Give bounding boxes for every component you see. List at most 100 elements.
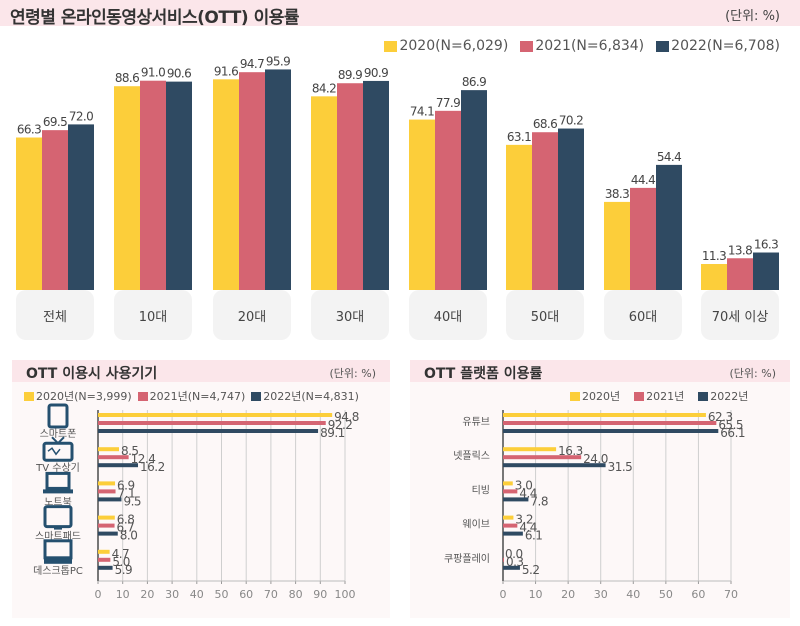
category-tab [701, 290, 779, 340]
legend-label-2020: 2020(N=6,029) [399, 38, 509, 54]
data-label: 3.0 [515, 478, 533, 492]
platform-legend-swatch-2021 [634, 391, 645, 401]
platform-panel-title: OTT 플랫폼 이용률 [424, 366, 543, 382]
data-label: 31.5 [608, 460, 633, 474]
data-label: 63.1 [507, 130, 531, 144]
legend-item-2020: 2020(N=6,029) [384, 38, 508, 54]
bar-2020 [213, 79, 239, 290]
x-tick-label: 40 [190, 588, 204, 601]
data-label: 89.1 [320, 426, 345, 440]
x-tick-label: 30 [165, 588, 179, 601]
device-legend-item-2021: 2021년(N=4,747) [137, 388, 245, 404]
data-label: 91.6 [214, 64, 238, 78]
bar-2022 [265, 69, 291, 291]
platform-legend-swatch-2022 [698, 391, 709, 401]
hbar [98, 531, 118, 536]
bar-2020 [604, 201, 630, 290]
hbar [503, 523, 518, 528]
x-tick-label: 50 [659, 588, 673, 601]
data-label: 6.8 [117, 513, 135, 527]
legend-label-2022: 2022(N=6,708) [671, 38, 780, 54]
platform-legend-label-2022: 2022년 [710, 390, 749, 403]
bar-2021 [435, 110, 461, 290]
data-label: 94.8 [334, 410, 359, 424]
hbar [503, 463, 606, 468]
data-label: 3.2 [515, 513, 533, 527]
platform-label: 티빙 [472, 484, 490, 496]
data-label: 65.5 [718, 418, 743, 432]
category-label: 70세 이상 [712, 310, 769, 325]
bar-2021 [337, 83, 363, 290]
data-label: 4.4 [519, 521, 537, 535]
data-label: 5.9 [115, 563, 133, 577]
category-label: 30대 [336, 310, 365, 325]
tablet-icon [43, 505, 73, 530]
category-tab [506, 290, 584, 340]
hbar [503, 497, 529, 502]
x-tick-label: 10 [116, 588, 130, 601]
x-tick-label: 20 [561, 588, 575, 601]
data-label: 77.9 [436, 96, 460, 110]
x-tick-label: 90 [313, 588, 327, 601]
x-tick-label: 100 [335, 588, 356, 601]
platform-label: 웨이브 [462, 519, 490, 531]
data-label: 38.3 [605, 187, 629, 201]
x-tick-label: 0 [95, 588, 102, 601]
device-label: 데스크톱PC [33, 565, 83, 577]
bar-2021 [140, 80, 166, 290]
device-legend-swatch-2020 [24, 391, 34, 401]
bar-2020 [114, 86, 140, 290]
platform-legend: 2020년 2021년 2022년 [570, 388, 748, 404]
laptop-base [43, 489, 73, 494]
main-chart-title: 연령별 온라인동영상서비스(OTT) 이용률 [10, 8, 300, 28]
x-tick-label: 50 [215, 588, 229, 601]
hbar [98, 565, 113, 570]
data-label: 90.9 [364, 66, 388, 80]
x-tick-label: 80 [289, 588, 303, 601]
bar-2021 [630, 187, 656, 290]
hbar [98, 497, 122, 502]
data-label: 66.1 [720, 426, 745, 440]
laptop-screen [45, 471, 71, 490]
data-label: 5.2 [522, 563, 540, 577]
legend-label-2021: 2021(N=6,834) [535, 38, 645, 54]
hbar [98, 515, 115, 520]
data-label: 88.6 [115, 71, 139, 85]
data-label: 69.5 [43, 115, 67, 129]
x-tick-label: 70 [264, 588, 278, 601]
bar-2022 [363, 80, 389, 291]
platform-usage-chart: 0 10 20 30 40 50 60 70 62.365.566.1 유튜브 16.324.031… [444, 410, 746, 601]
data-label: 6.7 [117, 521, 135, 535]
hbar [503, 429, 719, 433]
bar-2021 [727, 258, 753, 290]
bar-2021 [532, 132, 558, 290]
legend-swatch-2021 [520, 40, 534, 52]
hbar [98, 489, 116, 494]
bar-2020 [506, 144, 532, 290]
device-legend-item-2020: 2020년(N=3,999) [24, 388, 132, 404]
data-label: 24.0 [583, 452, 608, 466]
hbar [503, 481, 513, 486]
hbar [503, 531, 523, 536]
main-chart-header: 연령별 온라인동영상서비스(OTT) 이용률 (단위: %) [0, 0, 800, 28]
platform-label: 넷플릭스 [453, 450, 490, 462]
desktop-icon [43, 539, 73, 564]
device-panel-unit: (단위: %) [329, 367, 376, 380]
hbar [503, 455, 582, 460]
data-label: 12.4 [131, 452, 156, 466]
data-label: 16.3 [558, 444, 583, 458]
data-label: 0.3 [506, 555, 524, 569]
platform-legend-item-2021: 2021년 [634, 388, 684, 404]
data-label: 84.2 [312, 81, 336, 95]
platform-label: 유튜브 [462, 416, 490, 428]
data-label: 62.3 [708, 410, 733, 424]
hbar [503, 413, 706, 417]
legend-item-2022: 2022(N=6,708) [656, 38, 780, 54]
platform-legend-label-2021: 2021년 [646, 390, 685, 403]
device-usage-panel: OTT 이용시 사용기기 (단위: %) 2020년(N=3,999) 2021… [12, 360, 390, 618]
tablet-stand [54, 526, 62, 530]
data-label: 72.0 [69, 109, 93, 123]
hbar [98, 463, 139, 468]
main-chart-unit: (단위: %) [725, 9, 780, 24]
desktop-base [44, 558, 72, 564]
